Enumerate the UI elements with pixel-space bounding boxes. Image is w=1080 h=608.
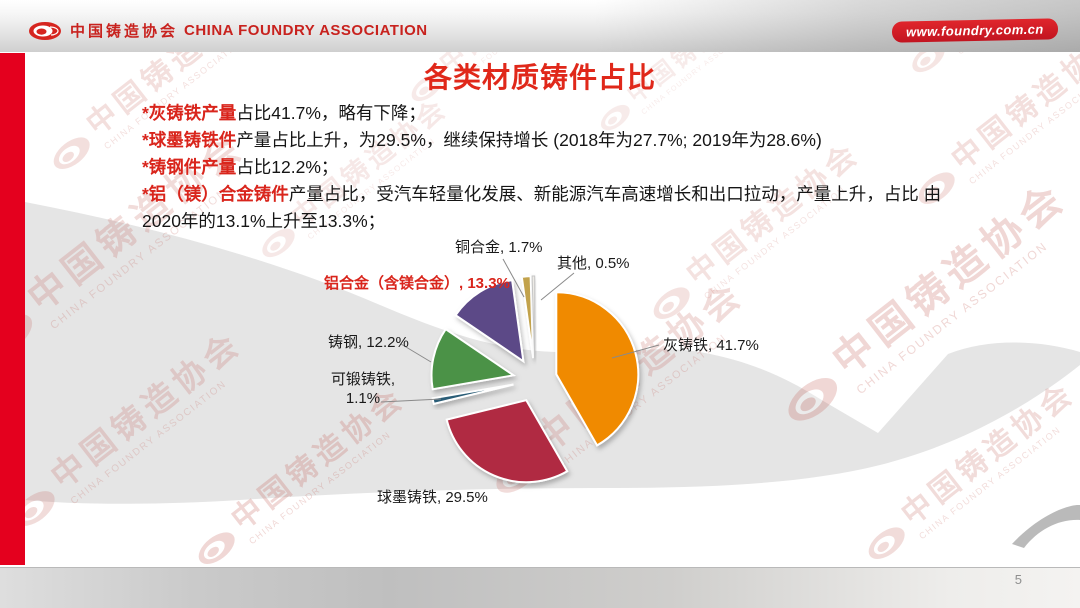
org-name-en: CHINA FOUNDRY ASSOCIATION (184, 22, 428, 39)
pie-slice-1 (445, 399, 569, 484)
pie-label-malleable-iron: 可锻铸铁, 1.1% (330, 371, 396, 407)
watermark-logo-icon (788, 377, 837, 421)
pie-leader-line (611, 344, 660, 359)
footer-band: 5 (0, 567, 1080, 608)
pie-label-ductile-iron: 球墨铸铁, 29.5% (377, 489, 488, 506)
pie-slice-2 (431, 383, 514, 406)
cfa-logo-icon (29, 21, 61, 40)
pie-slice-6 (531, 275, 536, 359)
watermark-logo-icon (653, 286, 690, 319)
left-accent-bar (0, 53, 25, 565)
watermark-logo-icon (496, 454, 540, 493)
pie-slice-5 (520, 275, 535, 359)
page-number: 5 (1014, 572, 1022, 587)
pie-leader-line (540, 272, 575, 301)
pie-label-cast-steel: 铸钢, 12.2% (328, 334, 409, 351)
website-badge: www.foundry.com.cn (892, 18, 1059, 43)
pie-label-other: 其他, 0.5% (557, 255, 630, 272)
bullet-cast-steel: *铸钢件产量占比12.2%； (142, 157, 339, 177)
header-band: 中国铸造协会 CHINA FOUNDRY ASSOCIATION www.fou… (0, 0, 1080, 52)
dark-wave-shape (1012, 504, 1080, 548)
pie-label-gray-iron: 灰铸铁, 41.7% (663, 337, 759, 354)
watermark-logo-icon (198, 531, 235, 564)
pie-label-aluminum: 铝合金（含镁合金）, 13.3% (324, 275, 510, 292)
bullet-aluminum: *铝（镁）合金铸件产量占比，受汽车轻量化发展、新能源汽车高速增长和出口拉动，产量… (142, 184, 942, 231)
bullet-ductile-iron: *球墨铸铁件产量占比上升，为29.5%，继续保持增长 (2018年为27.7%;… (142, 130, 822, 150)
watermark-logo-icon (868, 526, 905, 559)
pie-label-copper: 铜合金, 1.7% (455, 239, 543, 256)
pie-slice-0 (555, 291, 640, 447)
bullet-list: *灰铸铁产量占比41.7%，略有下降； *球墨铸铁件产量占比上升，为29.5%，… (142, 100, 948, 235)
slide-title: 各类材质铸件占比 (423, 62, 656, 93)
bullet-gray-iron: *灰铸铁产量占比41.7%，略有下降； (142, 103, 426, 123)
pie-slice-3 (430, 327, 517, 391)
gray-wave-shape (25, 202, 1080, 504)
org-name-cn: 中国铸造协会 (70, 23, 179, 40)
watermark-logo-icon (53, 136, 90, 169)
